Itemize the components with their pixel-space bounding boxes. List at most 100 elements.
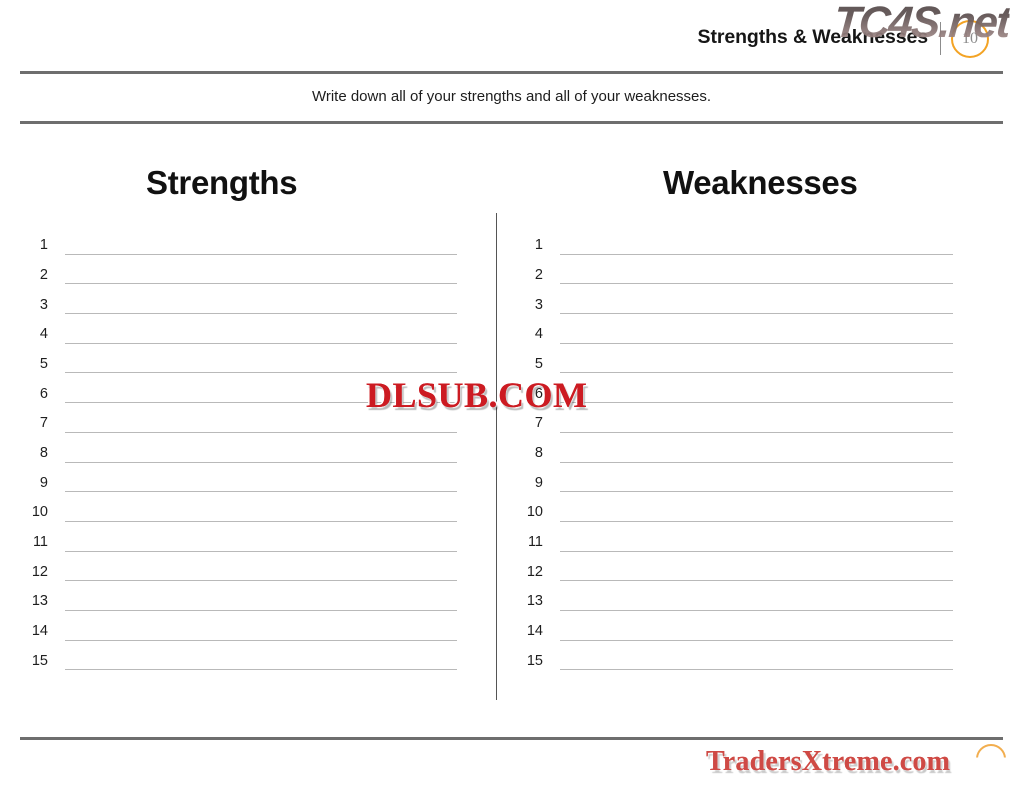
write-in-line[interactable]	[560, 461, 953, 463]
row-number: 9	[39, 474, 48, 491]
row-number: 8	[39, 445, 48, 461]
footer-rule	[20, 737, 1003, 740]
list-item[interactable]: 13	[515, 582, 975, 612]
row-number: 7	[534, 415, 543, 432]
list-item[interactable]: 2	[515, 256, 975, 286]
write-in-line[interactable]	[65, 580, 457, 582]
header-rule-top	[20, 71, 1003, 74]
row-number: 12	[526, 563, 543, 580]
write-in-line[interactable]	[560, 431, 953, 433]
list-item[interactable]: 11	[515, 523, 975, 553]
write-in-line[interactable]	[560, 372, 953, 374]
write-in-line[interactable]	[65, 283, 457, 285]
instructions-text: Write down all of your strengths and all…	[311, 88, 712, 105]
write-in-line[interactable]	[65, 342, 457, 344]
write-in-line[interactable]	[560, 669, 953, 671]
write-in-line[interactable]	[65, 431, 457, 433]
header-rule-bottom	[20, 121, 1003, 124]
row-number: 6	[534, 385, 543, 402]
row-number: 13	[31, 593, 48, 610]
list-item[interactable]: 14	[20, 612, 480, 642]
write-in-line[interactable]	[65, 491, 457, 493]
list-item[interactable]: 8	[20, 434, 480, 464]
list-item[interactable]: 15	[515, 642, 975, 672]
write-in-line[interactable]	[560, 550, 953, 552]
list-item[interactable]: 15	[20, 642, 480, 672]
row-number: 10	[526, 504, 543, 521]
row-number: 5	[39, 355, 48, 372]
list-item[interactable]: 2	[20, 256, 480, 286]
list-item[interactable]: 7	[515, 404, 975, 434]
list-item[interactable]: 12	[20, 553, 480, 583]
row-number: 14	[526, 623, 543, 640]
tradersxtreme-watermark-outline: TradersXtreme.com	[704, 745, 951, 779]
row-number: 4	[534, 326, 543, 343]
page-number-label: 10	[962, 30, 978, 48]
list-item[interactable]: 9	[515, 464, 975, 494]
list-item[interactable]: 6	[515, 374, 975, 404]
list-item[interactable]: 8	[515, 434, 975, 464]
list-item[interactable]: 3	[515, 285, 975, 315]
row-number: 4	[39, 326, 48, 343]
write-in-line[interactable]	[65, 313, 457, 315]
row-number: 1	[39, 237, 48, 254]
page-number-badge: 10	[951, 20, 989, 58]
strengths-column: Strengths 1 2 3 4 5 6 7 8 9 10 11 12 13 …	[20, 155, 480, 671]
list-item[interactable]: 5	[20, 345, 480, 375]
row-number: 11	[32, 534, 48, 551]
write-in-line[interactable]	[560, 609, 953, 611]
list-item[interactable]: 3	[20, 285, 480, 315]
strengths-heading: Strengths	[146, 164, 298, 201]
list-item[interactable]: 10	[515, 493, 975, 523]
list-item[interactable]: 5	[515, 345, 975, 375]
tradersxtreme-arc-icon	[976, 744, 1006, 758]
write-in-line[interactable]	[560, 639, 953, 641]
write-in-line[interactable]	[65, 253, 457, 255]
write-in-line[interactable]	[65, 639, 457, 641]
row-number: 15	[526, 652, 543, 669]
row-number: 1	[534, 237, 543, 254]
row-number: 14	[31, 623, 48, 640]
list-item[interactable]: 6	[20, 374, 480, 404]
write-in-line[interactable]	[560, 253, 953, 255]
list-item[interactable]: 10	[20, 493, 480, 523]
list-item[interactable]: 1	[20, 226, 480, 256]
dlsub-watermark: DLSUB.COM	[366, 375, 588, 415]
write-in-line[interactable]	[560, 520, 953, 522]
row-number: 10	[31, 504, 48, 521]
row-number: 6	[39, 385, 48, 402]
row-number: 15	[31, 652, 48, 669]
write-in-line[interactable]	[65, 461, 457, 463]
list-item[interactable]: 1	[515, 226, 975, 256]
header-divider	[940, 22, 941, 55]
write-in-line[interactable]	[560, 580, 953, 582]
write-in-line[interactable]	[65, 520, 457, 522]
list-item[interactable]: 9	[20, 464, 480, 494]
tc4s-watermark: TC4S.net	[832, 0, 1011, 47]
dlsub-watermark-outline: DLSUB.COM	[365, 374, 589, 417]
write-in-line[interactable]	[560, 283, 953, 285]
write-in-line[interactable]	[65, 372, 457, 374]
write-in-line[interactable]	[560, 342, 953, 344]
list-item[interactable]: 4	[515, 315, 975, 345]
write-in-line[interactable]	[65, 669, 457, 671]
row-number: 2	[39, 266, 48, 283]
row-number: 3	[534, 296, 543, 313]
list-item[interactable]: 12	[515, 553, 975, 583]
strengths-row-list: 1 2 3 4 5 6 7 8 9 10 11 12 13 14 15	[20, 226, 480, 671]
row-number: 12	[31, 563, 48, 580]
write-in-line[interactable]	[560, 313, 953, 315]
list-item[interactable]: 7	[20, 404, 480, 434]
list-item[interactable]: 4	[20, 315, 480, 345]
list-item[interactable]: 11	[20, 523, 480, 553]
page-title: Strengths & Weaknesses	[697, 26, 929, 48]
list-item[interactable]: 14	[515, 612, 975, 642]
column-divider	[496, 213, 497, 700]
list-item[interactable]: 13	[20, 582, 480, 612]
write-in-line[interactable]	[65, 609, 457, 611]
write-in-line[interactable]	[560, 402, 953, 404]
write-in-line[interactable]	[65, 550, 457, 552]
write-in-line[interactable]	[65, 402, 457, 404]
row-number: 7	[39, 415, 48, 432]
write-in-line[interactable]	[560, 491, 953, 493]
